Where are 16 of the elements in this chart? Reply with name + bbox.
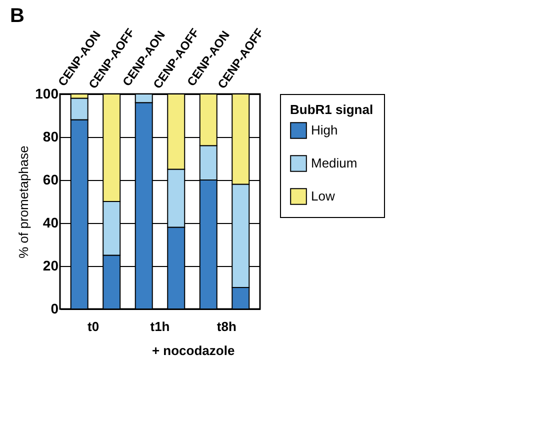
y-tick-label: 100	[35, 86, 59, 102]
text: t1h	[150, 319, 170, 334]
y-tick-label: 80	[42, 128, 59, 144]
text: t0	[88, 319, 100, 334]
y-axis-title: % of prometaphase	[16, 146, 32, 258]
y-tick-label: 60	[42, 172, 59, 188]
legend-label: Medium	[311, 156, 358, 170]
legend-title: BubR1 signal	[290, 102, 374, 117]
legend-label: Low	[311, 188, 336, 204]
y-tick-label: 0	[50, 300, 59, 316]
text: + nocodazole	[152, 343, 235, 358]
text: t8h	[216, 319, 236, 334]
legend-label: High	[311, 122, 338, 138]
y-tick-label: 40	[42, 214, 59, 230]
y-tick-label: 20	[42, 258, 59, 274]
chart-title: B	[10, 4, 24, 27]
